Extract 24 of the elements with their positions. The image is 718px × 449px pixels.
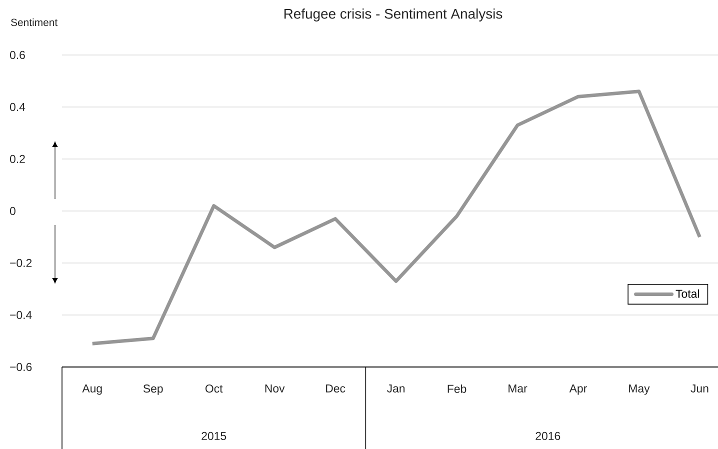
- x-tick-label: Jan: [386, 384, 405, 392]
- x-tick-label: Jun: [690, 384, 708, 392]
- x-tick-label: Aug: [82, 384, 102, 395]
- legend-label: Total: [676, 289, 699, 298]
- y-tick-label: 0: [10, 206, 16, 216]
- y-tick-label: −0.6: [10, 362, 32, 372]
- chart-title: Refugee crisis - Sentiment Analysis: [284, 8, 502, 22]
- text: 2016: [536, 432, 560, 440]
- text: 2015: [202, 432, 226, 440]
- y-tick-label: −0.2: [10, 258, 32, 268]
- y-tick-label: 0.6: [10, 50, 25, 60]
- y-tick-label: 0.4: [10, 102, 26, 112]
- x-tick-label: Sep: [143, 384, 163, 395]
- x-tick-label: Oct: [205, 384, 223, 393]
- x-tick-label: Dec: [326, 384, 346, 392]
- x-tick-label: Mar: [508, 384, 528, 392]
- line-series: [90, 90, 702, 346]
- x-tick-label: Nov: [265, 384, 285, 392]
- x-tick-label: Apr: [569, 384, 587, 395]
- x-tick-label: Feb: [448, 384, 466, 393]
- y-tick-label: 0.2: [10, 154, 25, 164]
- y-tick-label: −0.4: [10, 310, 32, 320]
- x-tick-label: May: [629, 384, 650, 395]
- y-axis-title: Sentiment: [10, 18, 58, 26]
